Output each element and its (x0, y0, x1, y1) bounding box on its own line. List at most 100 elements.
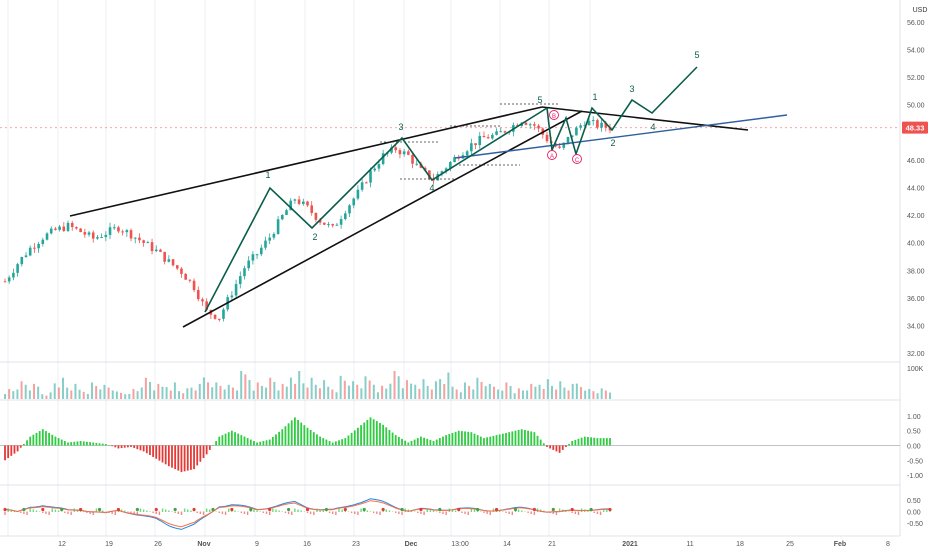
candle-body (217, 318, 221, 320)
candle-body (280, 214, 284, 220)
oscillator-bar (199, 445, 202, 462)
candle-body (499, 131, 503, 133)
stochastic-histogram-bar (458, 511, 460, 512)
time-tick-label: 19 (105, 541, 113, 548)
volume-bar (422, 379, 425, 399)
volume-bar (492, 386, 495, 399)
oscillator-bar (271, 436, 274, 446)
volume-bar (231, 387, 234, 399)
stochastic-histogram-bar (486, 511, 488, 514)
stochastic-histogram-bar (593, 511, 595, 513)
oscillator-bar (319, 436, 322, 446)
stochastic-histogram-bar (332, 511, 334, 514)
volume-bar (323, 380, 326, 399)
candle-body (180, 268, 183, 274)
volume-bar (484, 386, 487, 399)
volume-bar (364, 376, 367, 399)
candle-body (310, 205, 314, 213)
candle-body (470, 143, 473, 152)
oscillator-bar (391, 432, 394, 446)
stochastic-histogram-bar (95, 508, 98, 512)
oscillator-bar (596, 438, 599, 446)
stochastic-histogram-bar (347, 511, 350, 512)
candle-body (108, 227, 112, 235)
candle-body (83, 232, 87, 235)
price-tick-label: 32.00 (907, 351, 925, 358)
oscillator-bar (379, 422, 381, 446)
stochastic-histogram-bar (38, 511, 41, 512)
stochastic-histogram-bar (366, 510, 369, 512)
wave-label-b: B (552, 114, 556, 120)
oscillator-bar (309, 429, 312, 446)
oscillator-bar (281, 429, 284, 446)
stochastic-histogram-bar (64, 511, 66, 513)
stochastic-histogram-bar (142, 509, 145, 512)
candle-body (184, 273, 187, 280)
oscillator-bar (297, 419, 299, 446)
candle-body (545, 134, 549, 142)
volume-bar (579, 387, 582, 399)
oscillator-bar (542, 443, 545, 446)
oscillator-bar (177, 445, 180, 471)
oscillator-bar (451, 432, 454, 446)
stochastic-histogram-bar (602, 508, 605, 512)
oscillator-bar (35, 432, 38, 446)
stochastic-histogram-bar (45, 511, 47, 514)
time-tick-label: 13:00 (451, 541, 469, 548)
oscillator-bar (265, 440, 268, 446)
oscillator-bar (171, 445, 173, 468)
oscillator-tick-label: 0.00 (907, 443, 921, 450)
volume-bar (401, 388, 404, 399)
candle-body (360, 182, 364, 190)
candle-body (66, 222, 70, 231)
oscillator-bar (331, 442, 334, 446)
stochastic-histogram-bar (246, 511, 249, 515)
candle-body (100, 237, 103, 239)
oscillator-bar (256, 442, 258, 446)
oscillator-bar (300, 422, 303, 446)
wave-label-1: 1 (265, 170, 270, 180)
volume-bar (447, 372, 450, 399)
volume-bar (517, 388, 520, 399)
price-pane[interactable]: 1 2 3 4 5 1 2 3 4 5 A B C (0, 50, 900, 328)
oscillator-bar (73, 441, 76, 446)
candle-body (348, 205, 351, 214)
stochastic-histogram-bar (360, 508, 362, 512)
stochastic-tick-label: -0.50 (907, 521, 923, 528)
oscillator-bar (183, 445, 186, 472)
oscillator-bar (158, 445, 161, 461)
oscillator-bar (476, 435, 479, 446)
oscillator-bar (385, 427, 388, 446)
volume-bar (285, 386, 288, 399)
stochastic-cross-dot (608, 507, 612, 512)
stochastic-histogram-bar (284, 511, 287, 513)
stochastic-histogram-bar (464, 511, 466, 514)
candle-body (444, 168, 448, 172)
volume-bar (335, 392, 338, 399)
stochastic-histogram-bar (253, 509, 255, 512)
volume-bar (513, 393, 516, 399)
wave-label-1: 1 (592, 92, 597, 102)
stochastic-histogram-bar (180, 511, 183, 515)
stochastic-histogram-bar (489, 511, 491, 515)
volume-bar (281, 383, 284, 399)
oscillator-bar (501, 433, 504, 446)
candle-body (230, 295, 234, 298)
stochastic-histogram-bar (215, 511, 217, 512)
stochastic-histogram-bar (439, 511, 441, 513)
stochastic-histogram-bar (287, 511, 290, 514)
stochastic-histogram-bar (426, 508, 428, 512)
candle-body (600, 122, 603, 128)
oscillator-bar (461, 431, 463, 446)
candle-body (331, 224, 335, 226)
oscillator-bar (193, 445, 195, 470)
oscillator-bar (366, 419, 369, 446)
time-tick-label: 16 (303, 541, 311, 548)
stochastic-histogram-bar (209, 509, 211, 512)
oscillator-bar (524, 429, 526, 446)
volume-bar (372, 384, 375, 399)
volume-bar (28, 390, 31, 399)
candle-body (243, 268, 246, 277)
